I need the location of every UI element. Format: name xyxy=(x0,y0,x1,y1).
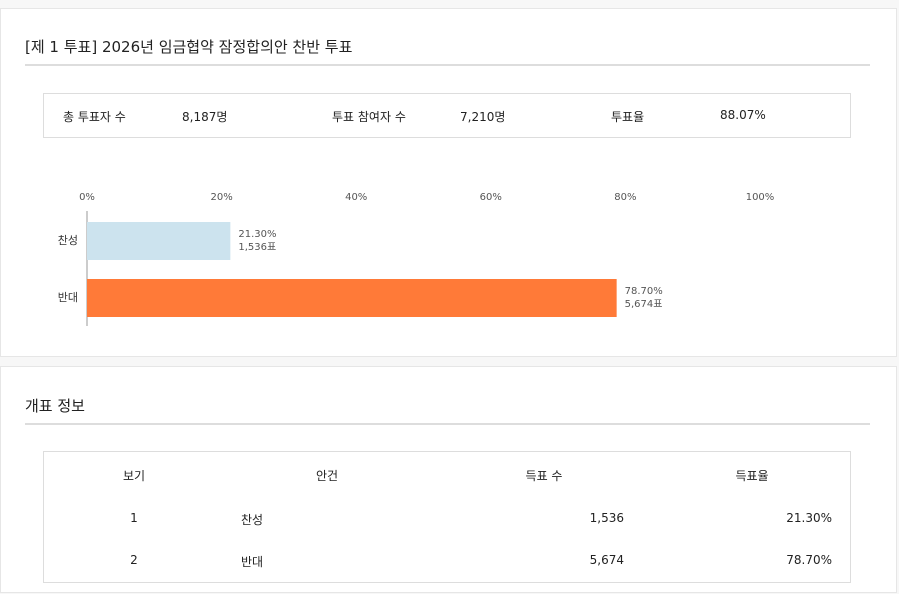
bar xyxy=(87,222,231,260)
value-label: 21.30% xyxy=(238,229,276,240)
divider xyxy=(25,423,870,425)
table-cell: 21.30% xyxy=(786,511,832,525)
divider xyxy=(25,64,870,66)
vote-card: [제 1 투표] 2026년 임금협약 잠정합의안 찬반 투표 총 투표자 수 … xyxy=(0,8,897,357)
x-tick-label: 60% xyxy=(480,192,502,203)
table-cell: 78.70% xyxy=(786,553,832,567)
bar xyxy=(87,279,617,317)
x-tick-label: 80% xyxy=(614,192,636,203)
table-cell: 반대 xyxy=(241,555,264,569)
info-card: 개표 정보 보기 안건 득표 수 득표율 1 찬성 1,536 21.30% 2 반대 5,674 7… xyxy=(0,366,897,593)
value-label: 78.70% xyxy=(625,286,663,297)
table-header: 득표율 xyxy=(735,469,769,483)
stat-label: 총 투표자 수 xyxy=(63,110,126,124)
category-label: 찬성 xyxy=(58,233,78,247)
table-header: 보기 xyxy=(122,469,146,483)
table-header: 안건 xyxy=(315,469,339,483)
x-tick-label: 40% xyxy=(345,192,367,203)
x-tick-label: 0% xyxy=(79,192,95,203)
info-title: 개표 정보 xyxy=(25,397,85,415)
stat-label: 투표 참여자 수 xyxy=(332,110,406,124)
table-cell: 찬성 xyxy=(241,513,264,527)
count-label: 1,536표 xyxy=(238,242,276,253)
stats-box: 총 투표자 수 8,187명 투표 참여자 수 7,210명 투표율 88.07… xyxy=(43,93,851,138)
stat-value: 7,210명 xyxy=(460,110,506,124)
stat-value: 8,187명 xyxy=(182,110,228,124)
x-tick-label: 20% xyxy=(210,192,232,203)
count-label: 5,674표 xyxy=(625,299,663,310)
vote-title: [제 1 투표] 2026년 임금협약 잠정합의안 찬반 투표 xyxy=(25,38,353,56)
table-cell: 1 xyxy=(130,511,138,525)
x-tick-label: 100% xyxy=(746,192,775,203)
info-table: 보기 안건 득표 수 득표율 1 찬성 1,536 21.30% 2 반대 5,674 78.70% xyxy=(43,451,851,583)
table-cell: 2 xyxy=(130,553,138,567)
table-cell: 5,674 xyxy=(589,553,624,567)
stat-value: 88.07% xyxy=(720,108,766,122)
category-label: 반대 xyxy=(58,291,78,304)
table-header: 득표 수 xyxy=(525,469,563,483)
stat-label: 투표율 xyxy=(611,110,645,124)
table-cell: 1,536 xyxy=(589,511,624,525)
